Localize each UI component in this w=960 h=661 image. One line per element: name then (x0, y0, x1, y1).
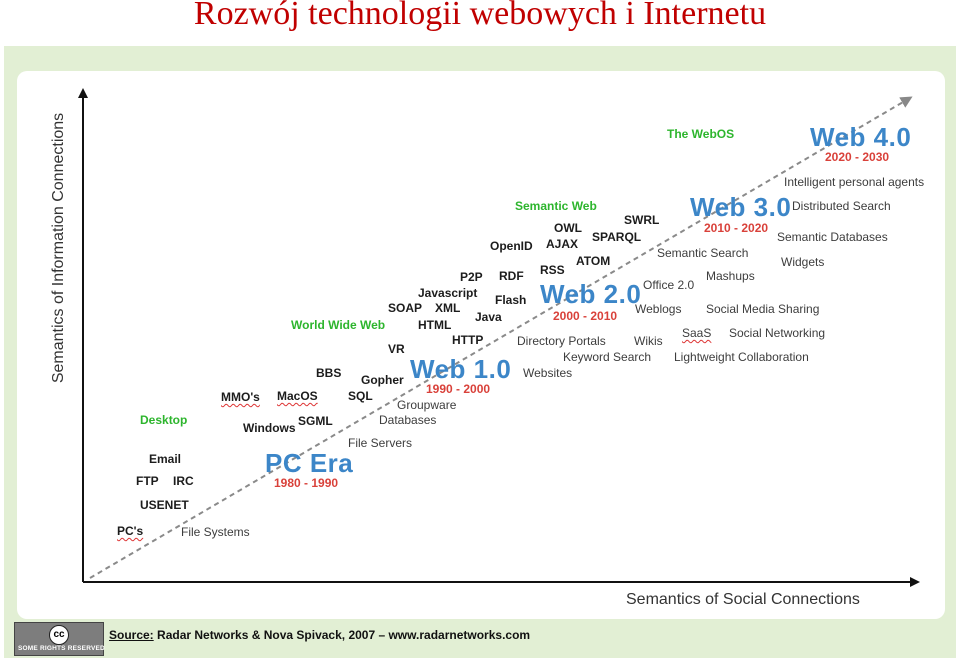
tech-rdf: RDF (499, 269, 524, 283)
tech-xml: XML (435, 301, 461, 315)
concept-wikis: Wikis (634, 334, 663, 348)
tech-email: Email (149, 452, 182, 466)
source-credit: Source: Radar Networks & Nova Spivack, 2… (109, 628, 530, 642)
concept-keyword-search: Keyword Search (563, 350, 652, 364)
tech-bbs: BBS (316, 366, 342, 380)
era-web1-years: 1990 - 2000 (426, 382, 491, 396)
concept-office-20: Office 2.0 (643, 278, 695, 292)
tech-gopher: Gopher (361, 373, 404, 387)
concept-distributed-search: Distributed Search (792, 199, 891, 213)
concept-websites: Websites (523, 366, 573, 380)
concept-weblogs: Weblogs (635, 302, 682, 316)
tech-ftp: FTP (136, 474, 159, 488)
era-web3-years: 2010 - 2020 (704, 221, 769, 235)
concept-semantic-search: Semantic Search (657, 246, 749, 260)
concept-file-servers: File Servers (348, 436, 413, 450)
cc-text: SOME RIGHTS RESERVED (18, 645, 105, 652)
tech-rss: RSS (540, 263, 565, 277)
tech-vr: VR (388, 342, 405, 356)
tech-macos: MacOS (277, 389, 318, 403)
x-axis-label: Semantics of Social Connections (626, 591, 860, 608)
concept-mashups: Mashups (706, 269, 755, 283)
cc-icon: cc (49, 625, 69, 645)
page-title: Rozwój technologii webowych i Internetu (193, 0, 767, 32)
tech-http: HTTP (452, 333, 484, 347)
category-webos: The WebOS (667, 127, 735, 141)
tech-mmos: MMO's (221, 390, 260, 404)
concept-semantic-databases: Semantic Databases (777, 230, 888, 244)
era-pc-years: 1980 - 1990 (274, 476, 339, 490)
tech-usenet: USENET (140, 498, 189, 512)
tech-html: HTML (418, 318, 452, 332)
era-web2-years: 2000 - 2010 (553, 309, 618, 323)
cc-license-badge: cc SOME RIGHTS RESERVED (14, 622, 105, 656)
concept-groupware: Groupware (397, 398, 457, 412)
tech-flash: Flash (495, 293, 527, 307)
tech-pcs: PC's (117, 524, 144, 538)
tech-openid: OpenID (490, 239, 533, 253)
tech-sgml: SGML (298, 414, 333, 428)
concept-saas: SaaS (682, 326, 712, 340)
concept-social-networking: Social Networking (729, 326, 826, 340)
diagram-panel (17, 71, 945, 619)
tech-atom: ATOM (576, 254, 611, 268)
tech-sparql: SPARQL (592, 230, 642, 244)
era-web1: Web 1.0 (410, 354, 512, 384)
source-text: Radar Networks & Nova Spivack, 2007 – ww… (157, 628, 531, 642)
era-web4: Web 4.0 (810, 122, 912, 152)
tech-p2p: P2P (460, 270, 483, 284)
category-desktop: Desktop (140, 413, 188, 427)
tech-owl: OWL (554, 221, 582, 235)
category-semantic-web: Semantic Web (515, 199, 597, 213)
tech-swrl: SWRL (624, 213, 660, 227)
concept-intelligent-personal-agents: Intelligent personal agents (784, 175, 925, 189)
tech-irc: IRC (173, 474, 194, 488)
tech-sql: SQL (348, 389, 373, 403)
concept-widgets: Widgets (781, 255, 825, 269)
concept-directory-portals: Directory Portals (517, 334, 606, 348)
tech-javascript: Javascript (418, 286, 478, 300)
concept-file-systems: File Systems (181, 525, 250, 539)
era-web3: Web 3.0 (690, 192, 792, 222)
concept-social-media-sharing: Social Media Sharing (706, 302, 820, 316)
era-web4-years: 2020 - 2030 (825, 150, 890, 164)
era-web2: Web 2.0 (540, 279, 642, 309)
tech-soap: SOAP (388, 301, 423, 315)
source-label: Source: (109, 628, 154, 642)
era-pc-era: PC Era (265, 448, 354, 478)
category-world-wide-web: World Wide Web (291, 318, 386, 332)
tech-java: Java (475, 310, 502, 324)
concept-lightweight-collaboration: Lightweight Collaboration (674, 350, 809, 364)
tech-ajax: AJAX (546, 237, 579, 251)
concept-databases: Databases (379, 413, 437, 427)
tech-windows: Windows (243, 421, 296, 435)
y-axis-label: Semantics of Information Connections (50, 112, 67, 384)
